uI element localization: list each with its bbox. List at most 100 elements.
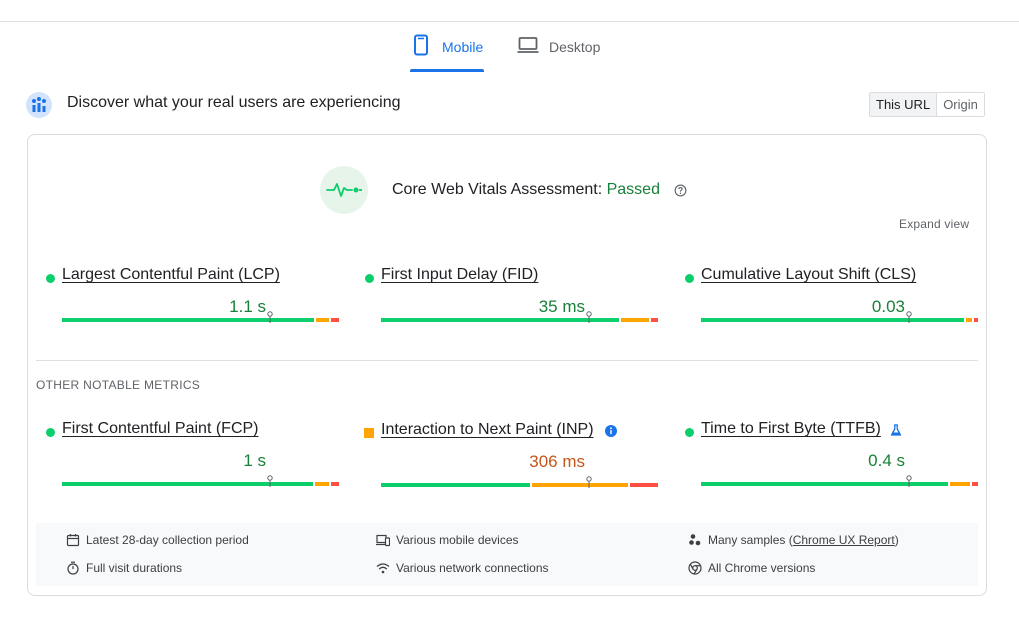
bar-ni-segment	[532, 483, 628, 487]
laptop-icon	[517, 37, 539, 53]
tab-mobile[interactable]: Mobile	[410, 34, 484, 72]
metric-lcp: Largest Contentful Paint (LCP) 1.1 s	[36, 266, 339, 336]
metric-name-link[interactable]: Cumulative Layout Shift (CLS)	[701, 266, 917, 283]
info-network: Various network connections	[376, 561, 549, 575]
info-collection-period: Latest 28-day collection period	[66, 533, 249, 547]
info-chrome-versions: All Chrome versions	[688, 561, 815, 575]
help-icon[interactable]	[674, 184, 687, 197]
metric-value: 0.03	[871, 297, 905, 316]
toggle-origin[interactable]: Origin	[937, 93, 984, 116]
info-samples: Many samples (Chrome UX Report)	[688, 533, 899, 547]
active-tab-indicator	[410, 69, 484, 72]
crux-users-icon	[26, 92, 52, 118]
percentile-marker-icon	[586, 476, 592, 488]
metric-name-link[interactable]: First Contentful Paint (FCP)	[62, 420, 259, 437]
assessment-title: Core Web Vitals Assessment: Passed	[392, 181, 660, 199]
metric-name-link[interactable]: Time to First Byte (TTFB)	[701, 420, 881, 437]
section-title: Discover what your real users are experi…	[67, 94, 401, 111]
good-status-dot	[685, 274, 694, 283]
percentile-marker-icon	[906, 311, 912, 323]
bar-ni-segment	[950, 482, 970, 486]
bar-ni-segment	[621, 318, 649, 322]
bar-poor-segment	[972, 482, 978, 486]
url-origin-toggle: This URL Origin	[869, 92, 985, 117]
stopwatch-icon	[67, 561, 79, 575]
metric-fcp: First Contentful Paint (FCP) 1 s	[36, 420, 339, 490]
bar-ni-segment	[966, 318, 972, 322]
metric-value: 306 ms	[529, 452, 585, 471]
phone-icon	[414, 34, 428, 56]
tab-desktop[interactable]: Desktop	[517, 34, 617, 72]
percentile-marker-icon	[906, 475, 912, 487]
metric-name-link[interactable]: Largest Contentful Paint (LCP)	[62, 266, 280, 283]
assessment-badge	[320, 166, 368, 214]
bar-poor-segment	[651, 318, 658, 322]
tab-desktop-label: Desktop	[549, 39, 601, 55]
distribution-bar	[381, 483, 658, 487]
assessment-status: Passed	[606, 181, 660, 198]
durations-text: Full visit durations	[86, 561, 183, 575]
tab-mobile-label: Mobile	[442, 39, 484, 55]
other-metrics-heading: OTHER NOTABLE METRICS	[36, 378, 201, 392]
devices-text: Various mobile devices	[396, 533, 519, 547]
bar-good-segment	[381, 318, 619, 322]
chrome-icon	[688, 561, 702, 575]
network-text: Various network connections	[396, 561, 549, 575]
distribution-bar	[62, 318, 339, 322]
collection-info-panel: Latest 28-day collection period Various …	[36, 523, 978, 586]
metric-value: 1 s	[243, 451, 266, 470]
percentile-marker-icon	[586, 311, 592, 323]
vitals-pulse-icon	[326, 183, 362, 197]
chrome-versions-text: All Chrome versions	[708, 561, 816, 575]
metric-cls: Cumulative Layout Shift (CLS) 0.03	[675, 266, 978, 336]
good-status-dot	[46, 274, 55, 283]
chrome-ux-report-link[interactable]: Chrome UX Report	[792, 533, 895, 547]
info-durations: Full visit durations	[66, 561, 182, 575]
info-devices: Various mobile devices	[376, 533, 519, 547]
metric-value: 0.4 s	[868, 451, 905, 470]
metric-ttfb: Time to First Byte (TTFB) 0.4 s	[675, 420, 978, 490]
percentile-marker-icon	[267, 311, 273, 323]
bar-poor-segment	[974, 318, 978, 322]
bar-good-segment	[62, 318, 314, 322]
distribution-bar	[62, 482, 339, 486]
samples-suffix: )	[894, 533, 899, 547]
calendar-icon	[66, 534, 80, 547]
samples-dots-icon	[689, 534, 701, 546]
bar-good-segment	[381, 483, 530, 487]
needs-improvement-status-square	[364, 428, 374, 438]
distribution-bar	[381, 318, 658, 322]
bar-ni-segment	[315, 482, 329, 486]
expand-view-button[interactable]: Expand view	[899, 217, 970, 231]
assessment-label: Core Web Vitals Assessment:	[392, 181, 607, 198]
bar-good-segment	[701, 318, 964, 322]
metric-name-link[interactable]: Interaction to Next Paint (INP)	[381, 421, 594, 438]
good-status-dot	[685, 428, 694, 437]
field-data-card	[27, 134, 987, 596]
metric-value: 35 ms	[538, 297, 585, 316]
good-status-dot	[46, 428, 55, 437]
distribution-bar	[701, 482, 978, 486]
bar-good-segment	[701, 482, 948, 486]
metric-inp: Interaction to Next Paint (INP) 306 ms	[355, 421, 658, 491]
wifi-icon	[376, 563, 390, 574]
top-divider	[0, 21, 1019, 22]
distribution-bar	[701, 318, 978, 322]
samples-text: Many samples (Chrome UX Report)	[708, 533, 899, 547]
bar-good-segment	[62, 482, 313, 486]
metric-name-link[interactable]: First Input Delay (FID)	[381, 266, 539, 283]
bar-ni-segment	[316, 318, 329, 322]
toggle-this-url[interactable]: This URL	[870, 93, 938, 116]
metrics-divider	[36, 360, 978, 361]
info-icon[interactable]	[604, 424, 618, 438]
bar-poor-segment	[630, 483, 658, 487]
devices-icon	[376, 534, 390, 547]
metric-value: 1.1 s	[229, 297, 266, 316]
metric-fid: First Input Delay (FID) 35 ms	[355, 266, 658, 336]
bar-poor-segment	[331, 482, 339, 486]
percentile-marker-icon	[267, 475, 273, 487]
collection-period-text: Latest 28-day collection period	[86, 533, 249, 547]
good-status-dot	[365, 274, 374, 283]
experimental-flask-icon	[890, 424, 902, 436]
bar-poor-segment	[331, 318, 339, 322]
